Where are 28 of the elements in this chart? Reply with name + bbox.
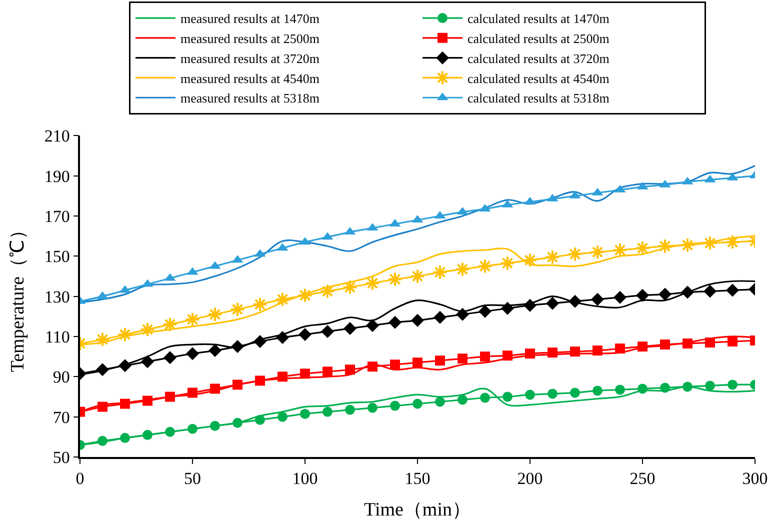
y-tick-label: 130 <box>44 287 70 306</box>
y-tick-label: 210 <box>44 126 70 146</box>
y-axis-title: Temperature（℃） <box>8 220 29 372</box>
x-axis-title: Time（min） <box>364 499 471 520</box>
legend-label: measured results at 2500m <box>180 31 320 46</box>
legend-label: measured results at 3720m <box>180 50 320 66</box>
x-tick-label: 100 <box>292 469 318 488</box>
legend-label: calculated results at 3720m <box>468 50 610 66</box>
legend-label: calculated results at 2500m <box>468 31 610 46</box>
x-tick-label: 50 <box>184 469 201 488</box>
y-tick-label: 50 <box>52 448 70 467</box>
legend-label: measured results at 1470m <box>180 11 320 26</box>
legend-label: measured results at 4540m <box>180 70 320 86</box>
y-tick-label: 90 <box>52 368 70 387</box>
legend-label: measured results at 5318m <box>180 90 320 106</box>
legend-label: calculated results at 5318m <box>468 90 610 106</box>
legend-label: calculated results at 4540m <box>468 70 610 86</box>
y-tick-label: 70 <box>52 408 70 427</box>
y-tick-label: 110 <box>44 327 70 346</box>
y-tick-label: 150 <box>44 247 70 266</box>
x-tick-label: 250 <box>630 469 656 488</box>
legend-label: calculated results at 1470m <box>468 11 610 26</box>
y-tick-label: 170 <box>44 206 70 226</box>
y-tick-label: 190 <box>44 166 70 186</box>
x-tick-label: 0 <box>76 469 84 488</box>
x-tick-label: 150 <box>404 469 430 488</box>
x-tick-label: 200 <box>517 469 543 488</box>
x-tick-label: 300 <box>742 469 768 488</box>
